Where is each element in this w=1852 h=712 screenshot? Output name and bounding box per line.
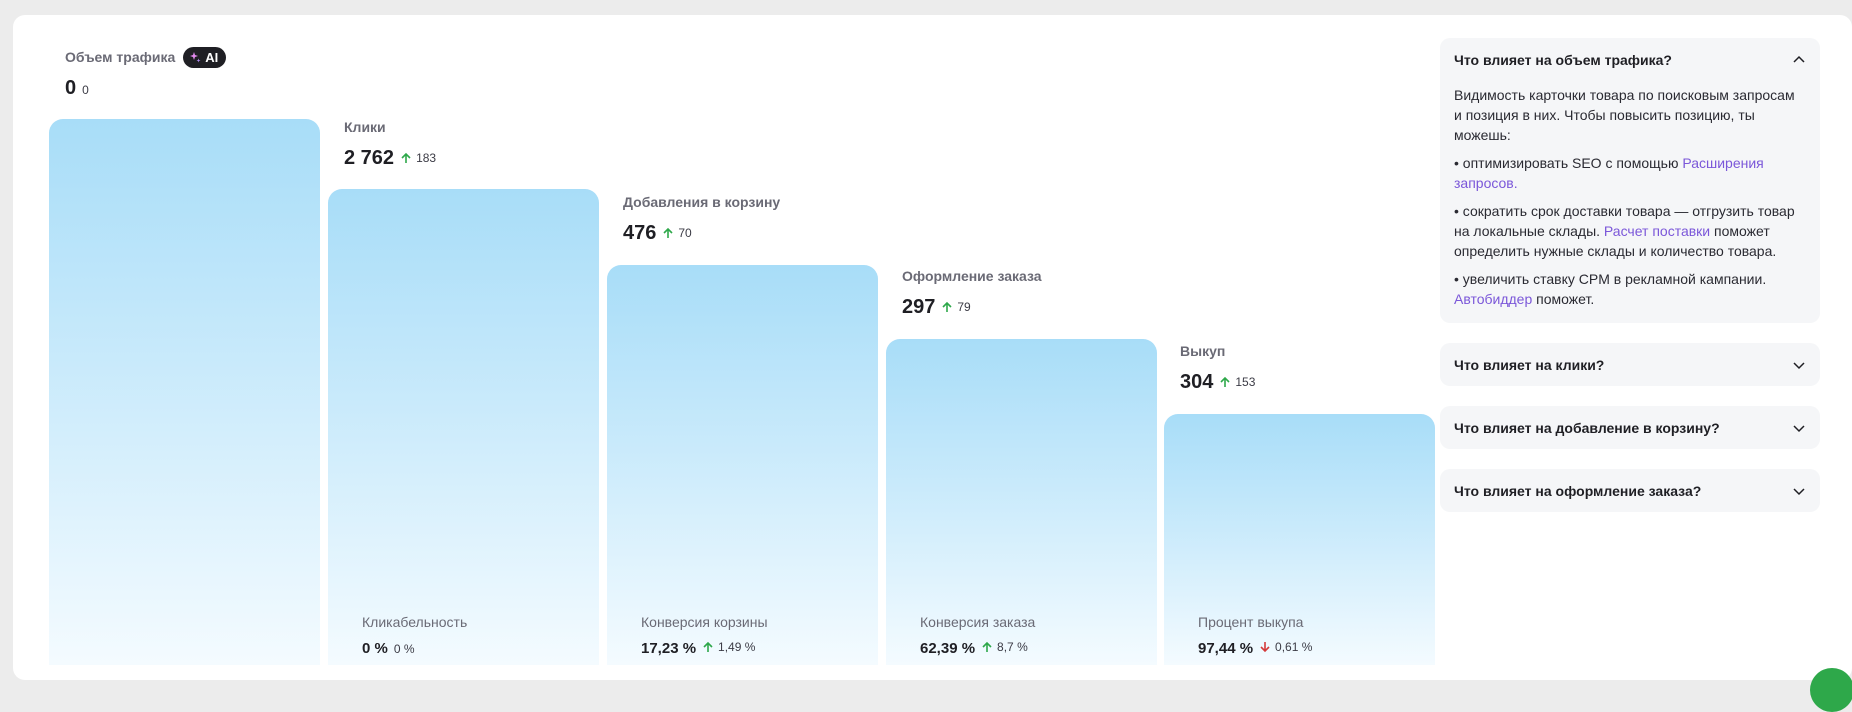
accordion-header-traffic[interactable]: Что влияет на объем трафика? (1454, 38, 1806, 81)
stage-title: Клики (344, 119, 386, 135)
chevron-up-icon[interactable] (1792, 53, 1806, 67)
accordion-header-clicks[interactable]: Что влияет на клики? (1454, 343, 1806, 386)
funnel-bar (886, 339, 1157, 665)
bullet-text: • оптимизировать SEO с помощью (1454, 155, 1683, 171)
ai-badge[interactable]: AI (183, 46, 227, 68)
conversion-value: 62,39 % (920, 640, 976, 657)
arrow-up-icon (1220, 376, 1230, 387)
conversion-label: Кликабельность (362, 614, 468, 630)
conversion-label: Конверсия корзины (641, 614, 768, 630)
accordion-title: Что влияет на оформление заказа? (1454, 482, 1702, 499)
funnel-card: Объем трафика AI 0 0 (13, 15, 1852, 680)
ai-badge-label: AI (205, 49, 219, 65)
stage-delta: 153 (1235, 375, 1256, 389)
help-sidebar: Что влияет на объем трафика? Видимость к… (1440, 38, 1820, 532)
funnel-chart: Объем трафика AI 0 0 (49, 45, 1435, 665)
accordion-checkout: Что влияет на оформление заказа? (1440, 469, 1820, 512)
accordion-clicks: Что влияет на клики? (1440, 343, 1820, 386)
bullet-text: • увеличить ставку CPM в рекламной кампа… (1454, 271, 1767, 287)
funnel-bar (607, 265, 878, 665)
stage-value: 2 762 (344, 147, 395, 169)
funnel-stage-buyout: Выкуп 304 153 Процент выкупа 97,44 % 0,6… (1164, 339, 1435, 665)
stage-delta: 0 (82, 83, 89, 97)
stage-title: Выкуп (1180, 343, 1226, 359)
funnel-bar (328, 189, 599, 665)
conversion-label: Процент выкупа (1198, 614, 1304, 630)
funnel-stage-clicks: Клики 2 762 183 Кликабельность 0 % 0 % (328, 115, 599, 665)
funnel-stage-add-to-cart: Добавления в корзину 476 70 Конверсия ко… (607, 190, 878, 665)
conversion-value: 97,44 % (1198, 640, 1254, 657)
accordion-title: Что влияет на добавление в корзину? (1454, 419, 1720, 436)
arrow-up-icon (663, 227, 673, 238)
conversion-block: Конверсия корзины 17,23 % 1,49 % (641, 614, 768, 657)
arrow-up-icon (982, 641, 992, 652)
funnel-stage-checkout: Оформление заказа 297 79 Конверсия заказ… (886, 264, 1157, 665)
conversion-delta: 8,7 % (997, 640, 1028, 654)
accordion-add-to-cart: Что влияет на добавление в корзину? (1440, 406, 1820, 449)
conversion-value: 0 % (362, 640, 388, 657)
sparkles-icon (190, 52, 201, 63)
bullet-text: • сократить срок доставки товара — отгру… (1454, 203, 1795, 239)
conversion-value: 17,23 % (641, 640, 697, 657)
arrow-up-icon (942, 301, 952, 312)
bullet-text: поможет определить нужные склады и колич… (1454, 223, 1777, 259)
accordion-traffic: Что влияет на объем трафика? Видимость к… (1440, 38, 1820, 323)
accordion-body: Видимость карточки товара по поисковым з… (1454, 81, 1806, 323)
stage-delta: 70 (678, 226, 692, 240)
conversion-label: Конверсия заказа (920, 614, 1036, 630)
autobidder-link[interactable]: Автобиддер (1454, 291, 1533, 307)
conversion-delta: 0,61 % (1275, 640, 1313, 654)
query-expansion-link[interactable]: Расширения запросов. (1454, 155, 1764, 191)
conversion-block: Конверсия заказа 62,39 % 8,7 % (920, 614, 1035, 657)
conversion-block: Процент выкупа 97,44 % 0,61 % (1198, 614, 1312, 657)
arrow-down-icon (1260, 642, 1270, 653)
supply-calculation-link[interactable]: Расчет поставки (1603, 223, 1711, 239)
conversion-delta: 1,49 % (718, 640, 756, 654)
conversion-block: Кликабельность 0 % 0 % (362, 614, 467, 657)
conversion-delta: 0 % (393, 642, 415, 656)
stage-title: Оформление заказа (902, 268, 1042, 284)
stage-value: 476 (623, 222, 657, 244)
accordion-intro: Видимость карточки товара по поисковым з… (1454, 87, 1795, 143)
arrow-up-icon (703, 641, 713, 652)
accordion-title: Что влияет на клики? (1454, 356, 1605, 373)
accordion-header-add-to-cart[interactable]: Что влияет на добавление в корзину? (1454, 406, 1806, 449)
stage-title: Добавления в корзину (623, 194, 781, 210)
funnel-stage-traffic: Объем трафика AI 0 0 (49, 45, 320, 665)
stage-value: 297 (902, 296, 936, 318)
accordion-header-checkout[interactable]: Что влияет на оформление заказа? (1454, 469, 1806, 512)
stage-value: 0 (65, 77, 77, 99)
funnel-bar (1164, 414, 1435, 665)
bullet-text: поможет. (1532, 291, 1595, 307)
chevron-down-icon[interactable] (1792, 421, 1806, 435)
arrow-up-icon (401, 152, 411, 163)
stage-value: 304 (1180, 371, 1214, 393)
stage-delta: 183 (416, 151, 437, 165)
funnel-bar (49, 119, 320, 665)
chevron-down-icon[interactable] (1792, 484, 1806, 498)
stage-delta: 79 (957, 300, 971, 314)
chevron-down-icon[interactable] (1792, 358, 1806, 372)
stage-title: Объем трафика (65, 49, 176, 65)
accordion-title: Что влияет на объем трафика? (1454, 51, 1672, 68)
chat-fab-button[interactable] (1810, 668, 1852, 712)
